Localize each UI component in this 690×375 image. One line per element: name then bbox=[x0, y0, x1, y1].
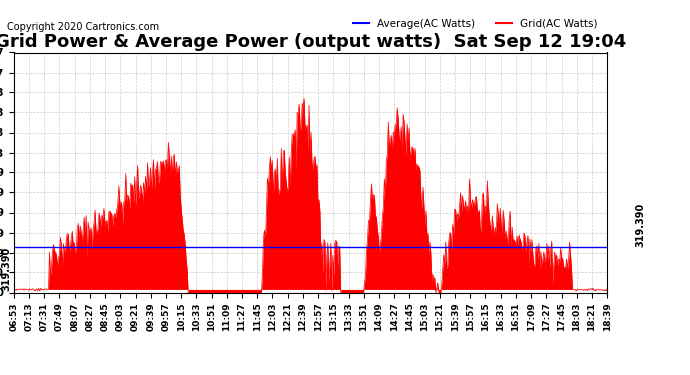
Title: Grid Power & Average Power (output watts)  Sat Sep 12 19:04: Grid Power & Average Power (output watts… bbox=[0, 33, 626, 51]
Text: 319.390: 319.390 bbox=[635, 202, 645, 246]
Text: Copyright 2020 Cartronics.com: Copyright 2020 Cartronics.com bbox=[7, 22, 159, 32]
Legend: Average(AC Watts), Grid(AC Watts): Average(AC Watts), Grid(AC Watts) bbox=[349, 15, 602, 33]
Text: 319.390: 319.390 bbox=[1, 246, 11, 291]
